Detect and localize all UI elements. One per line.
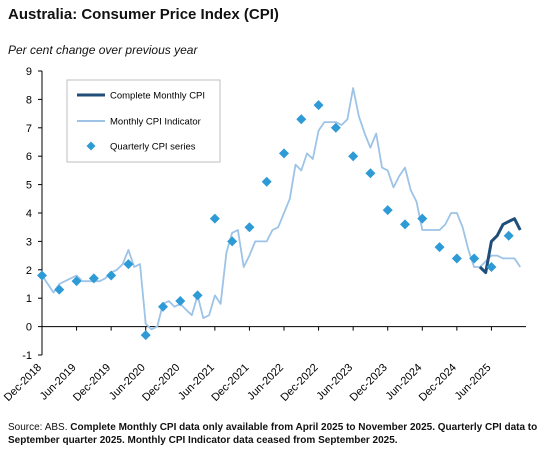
- y-tick-label: 2: [26, 265, 32, 277]
- x-tick-label: Dec-2020: [140, 362, 182, 404]
- x-tick-label: Jun-2025: [453, 362, 494, 403]
- quarterly-cpi-marker: [382, 205, 393, 216]
- quarterly-cpi-marker: [365, 168, 376, 179]
- quarterly-cpi-marker: [244, 222, 255, 233]
- y-tick-label: 0: [26, 322, 32, 334]
- quarterly-cpi-marker: [330, 122, 341, 133]
- y-tick-label: 9: [26, 66, 32, 78]
- y-tick-label: 5: [26, 180, 32, 192]
- y-tick-label: 8: [26, 94, 32, 106]
- quarterly-cpi-marker: [140, 330, 151, 341]
- legend: Complete Monthly CPI Monthly CPI Indicato…: [66, 79, 221, 163]
- y-tick-label: 3: [26, 236, 32, 248]
- y-tick-label: 1: [26, 293, 32, 305]
- legend-label: Monthly CPI Indicator: [110, 117, 201, 128]
- cpi-chart: -10123456789Dec-2018Jun-2019Dec-2019Jun-…: [2, 66, 526, 404]
- x-tick-label: Dec-2019: [71, 362, 113, 404]
- quarterly-cpi-marker: [296, 114, 307, 125]
- series-layer: [37, 87, 522, 341]
- y-tick-label: 4: [26, 208, 32, 220]
- quarterly-cpi-marker: [503, 230, 514, 241]
- series-line-complete-monthly-cpi: [478, 217, 522, 275]
- quarterly-cpi-marker: [106, 270, 117, 281]
- y-axis-label: Per cent change over previous year: [8, 43, 198, 57]
- quarterly-cpi-marker: [348, 151, 359, 162]
- quarterly-cpi-marker: [486, 261, 497, 272]
- quarterly-cpi-marker: [123, 259, 134, 270]
- chart-title: Australia: Consumer Price Index (CPI): [8, 6, 279, 23]
- quarterly-cpi-marker: [37, 270, 47, 281]
- x-tick-label: Dec-2022: [278, 362, 320, 404]
- quarterly-cpi-marker: [469, 253, 480, 264]
- series-line-monthly-cpi-indicator: [41, 87, 521, 331]
- quarterly-cpi-marker: [175, 296, 186, 307]
- quarterly-cpi-marker: [158, 301, 168, 312]
- quarterly-cpi-marker: [71, 276, 82, 287]
- quarterly-cpi-marker: [261, 176, 272, 187]
- quarterly-cpi-marker: [417, 213, 428, 224]
- quarterly-cpi-marker: [192, 290, 203, 301]
- quarterly-cpi-marker: [313, 100, 324, 111]
- legend-label: Complete Monthly CPI: [110, 91, 205, 102]
- legend-label: Quarterly CPI series: [110, 142, 196, 153]
- y-tick-label: 6: [26, 151, 32, 163]
- quarterly-cpi-marker: [279, 148, 289, 159]
- quarterly-cpi-marker: [227, 236, 238, 247]
- x-tick-label: Dec-2021: [209, 362, 251, 404]
- quarterly-cpi-marker: [209, 213, 220, 224]
- y-tick-label: -1: [22, 350, 32, 362]
- y-tick-label: 7: [26, 123, 32, 135]
- quarterly-cpi-marker: [434, 242, 445, 253]
- quarterly-cpi-marker: [54, 284, 65, 295]
- source-prefix: Source: ABS.: [8, 422, 68, 433]
- quarterly-cpi-marker: [451, 253, 462, 264]
- x-tick-label: Dec-2023: [348, 362, 390, 404]
- x-tick-label: Dec-2024: [417, 362, 459, 404]
- source-note: Source: ABS. Complete Monthly CPI data o…: [8, 421, 543, 447]
- quarterly-cpi-marker: [400, 219, 410, 230]
- source-detail: Complete Monthly CPI data only available…: [8, 422, 538, 446]
- quarterly-cpi-marker: [88, 273, 99, 284]
- x-tick-label: Dec-2018: [2, 362, 44, 404]
- legend-swatch: [86, 141, 96, 151]
